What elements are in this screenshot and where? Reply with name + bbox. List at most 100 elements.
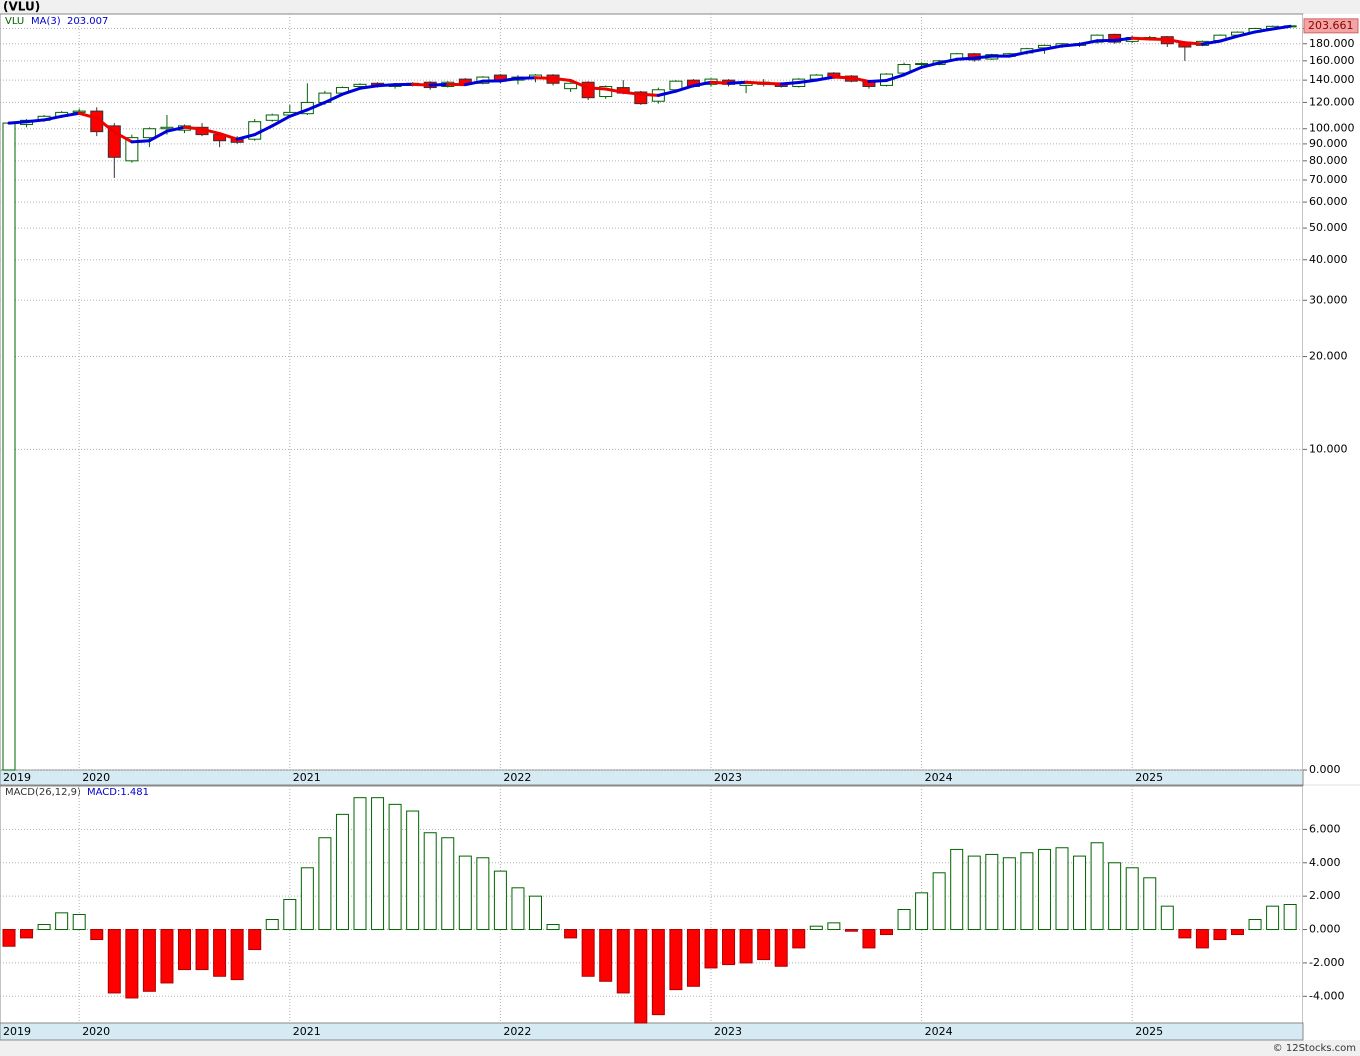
- ma-segment: [1236, 30, 1257, 38]
- macd-bar: [774, 929, 788, 967]
- legend-macd: MACD(26,12,9): [5, 787, 81, 798]
- macd-bar: [1266, 905, 1280, 931]
- ma-segment: [1007, 50, 1029, 58]
- macd-bar: [371, 797, 385, 931]
- macd-bar: [880, 929, 893, 936]
- date-strip: [0, 769, 1304, 786]
- ma-segment: [534, 76, 555, 80]
- candle-body: [2, 122, 16, 771]
- y-tick-label: 140.000: [1309, 73, 1355, 86]
- ma-segment: [621, 90, 643, 96]
- ma-segment: [1042, 44, 1064, 51]
- macd-bar: [792, 929, 806, 949]
- ma-segment: [779, 81, 801, 86]
- ma-segment: [604, 87, 625, 94]
- y-tick-label: 90.000: [1309, 137, 1348, 150]
- last-price: 203.661: [1308, 19, 1354, 32]
- ma-segment: [1253, 27, 1275, 34]
- macd-bar: [967, 855, 981, 931]
- macd-bar: [476, 857, 490, 931]
- ma-segment: [586, 86, 608, 91]
- ma-segment: [569, 78, 590, 90]
- ma-segment: [1113, 36, 1134, 42]
- ma-segment: [727, 80, 748, 85]
- macd-bar: [20, 929, 34, 939]
- ma-segment: [709, 80, 731, 85]
- ma-segment: [165, 125, 186, 133]
- macd-bar: [862, 929, 876, 949]
- ma-segment: [955, 56, 976, 61]
- candle-body: [915, 63, 929, 66]
- ma-segment: [674, 84, 695, 93]
- legend-macd-value: MACD:1.481: [87, 787, 149, 798]
- macd-bar: [686, 929, 700, 987]
- x-tick-label: 2022: [503, 771, 531, 784]
- y-tick-label: 40.000: [1309, 253, 1348, 266]
- macd-bar: [1055, 847, 1069, 931]
- macd-bar: [1213, 929, 1227, 941]
- ma-segment: [972, 54, 994, 60]
- ma-segment: [1060, 42, 1082, 48]
- watermark: © 12Stocks.com: [1273, 1043, 1356, 1054]
- macd-bar: [1283, 904, 1297, 931]
- y-tick-label: 30.000: [1309, 293, 1348, 306]
- y-tick-label: 180.000: [1309, 37, 1355, 50]
- ma-segment: [147, 129, 169, 143]
- macd-bar: [704, 929, 718, 969]
- ma-segment: [463, 79, 485, 87]
- macd-bar: [546, 924, 560, 931]
- x-tick-label: 2019: [3, 1025, 31, 1038]
- ma-segment: [920, 61, 941, 69]
- macd-bar: [335, 813, 349, 931]
- ma-segment: [235, 133, 257, 141]
- ma-segment: [1148, 37, 1169, 42]
- ma-segment: [411, 82, 432, 87]
- ma-segment: [639, 92, 660, 97]
- y-tick-label: 70.000: [1309, 173, 1348, 186]
- macd-axis-area: [1303, 786, 1360, 1040]
- y-tick-label: 100.000: [1309, 122, 1355, 135]
- ma-segment: [95, 116, 116, 134]
- y-tick-label: 2.000: [1309, 889, 1341, 902]
- candle-body: [125, 137, 139, 162]
- ma-segment: [832, 75, 853, 80]
- y-tick-label: 10.000: [1309, 442, 1348, 455]
- macd-bar: [915, 892, 929, 931]
- candle-body: [353, 83, 367, 87]
- ma-segment: [1025, 47, 1046, 54]
- macd-bar: [1020, 852, 1034, 931]
- macd-bar: [1160, 905, 1174, 931]
- x-tick-label: 2019: [3, 771, 31, 784]
- ma-segment: [130, 139, 151, 144]
- macd-bar: [1073, 855, 1087, 931]
- macd-bar: [230, 929, 244, 981]
- ma-segment: [200, 127, 222, 136]
- ma-segment: [1078, 39, 1099, 46]
- y-tick-label: 120.000: [1309, 95, 1355, 108]
- ma-segment: [42, 114, 64, 122]
- ma-segment: [498, 76, 520, 83]
- ma-segment: [814, 75, 836, 82]
- ma-segment: [744, 80, 766, 85]
- ma-segment: [1271, 24, 1292, 31]
- macd-bar: [178, 929, 191, 971]
- macd-bar: [72, 914, 86, 931]
- macd-bar: [1002, 857, 1016, 931]
- x-tick-label: 2024: [925, 771, 953, 784]
- ma-segment: [305, 100, 327, 112]
- chart-title: (VLU): [3, 0, 40, 14]
- y-tick-label: -4.000: [1309, 989, 1344, 1002]
- macd-bar: [55, 912, 69, 931]
- macd-bar: [827, 922, 841, 931]
- macd-bar: [757, 929, 771, 961]
- ma-segment: [691, 80, 713, 88]
- macd-bar: [932, 872, 946, 931]
- ma-segment: [1218, 34, 1239, 43]
- ma-segment: [25, 118, 46, 124]
- macd-bar: [353, 797, 367, 931]
- macd-bar: [90, 929, 104, 941]
- macd-bar: [1143, 877, 1157, 931]
- ma-segment: [60, 111, 81, 118]
- macd-bar: [125, 929, 139, 999]
